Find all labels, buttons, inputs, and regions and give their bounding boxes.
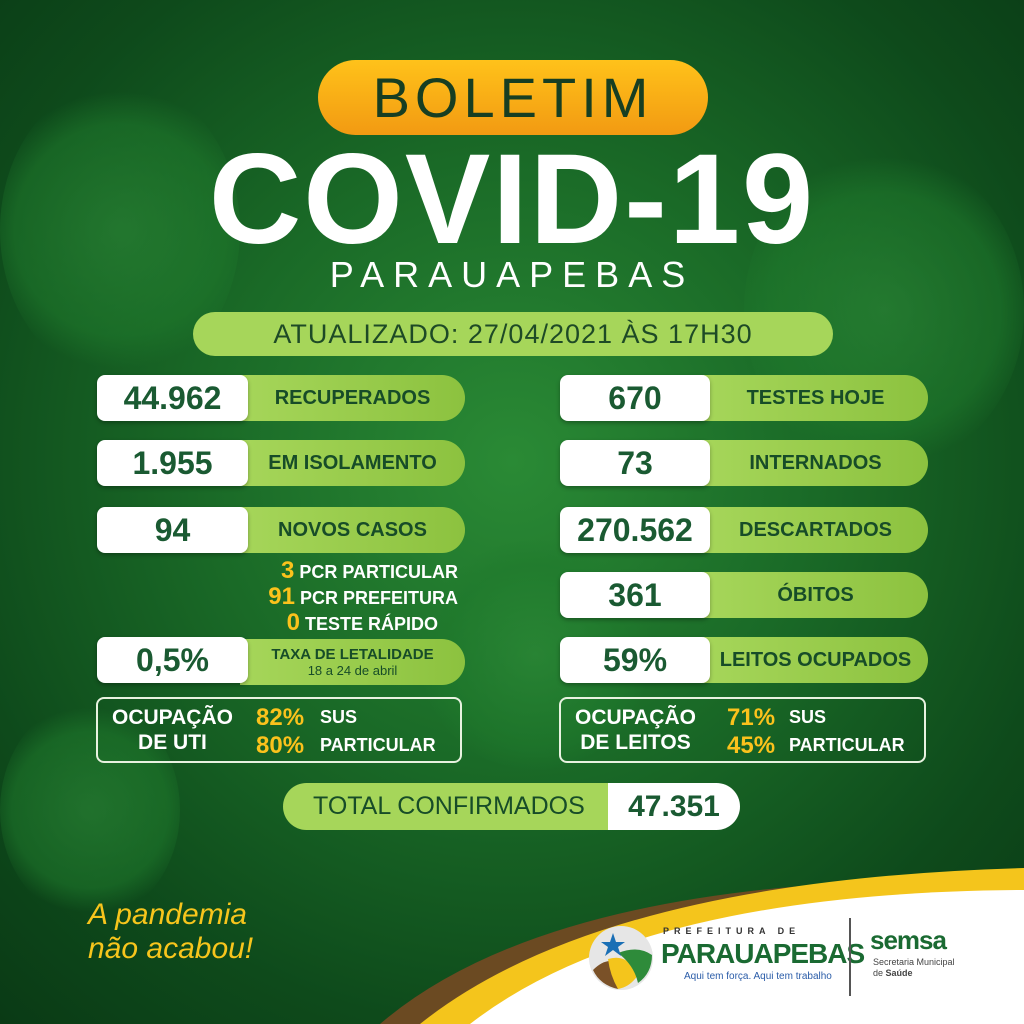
hospitalized-label: INTERNADOS — [703, 440, 928, 486]
recovered-value: 44.962 — [97, 375, 248, 421]
deaths-value: 361 — [560, 572, 710, 618]
parauapebas-logo-icon — [589, 926, 653, 990]
recovered-label: RECUPERADOS — [240, 375, 465, 421]
beds-occupancy-box: OCUPAÇÃO DE LEITOS 71% SUS 45% PARTICULAR — [559, 697, 926, 763]
isolation-value: 1.955 — [97, 440, 248, 486]
divider — [849, 918, 851, 996]
beds-occupied-value: 59% — [560, 637, 710, 683]
total-confirmed-value: 47.351 — [608, 783, 740, 830]
uti-occupancy-box: OCUPAÇÃO DE UTI 82% SUS 80% PARTICULAR — [96, 697, 462, 763]
breakdown-item: 91 PCR PREFEITURA — [268, 583, 458, 610]
lethality-label: TAXA DE LETALIDADE 18 a 24 de abril — [240, 639, 465, 685]
virus-decoration — [0, 700, 180, 920]
boletim-badge: BOLETIM — [318, 60, 708, 135]
total-confirmed-label: TOTAL CONFIRMADOS — [283, 783, 608, 830]
city-name: PARAUAPEBAS — [329, 254, 695, 295]
semsa-logo: semsa — [870, 925, 947, 955]
new-cases-value: 94 — [97, 507, 248, 553]
breakdown-item: 3 PCR PARTICULAR — [280, 557, 458, 584]
tests-today-value: 670 — [560, 375, 710, 421]
deaths-label: ÓBITOS — [703, 572, 928, 618]
hospitalized-value: 73 — [560, 440, 710, 486]
page-title: COVID-19 — [208, 128, 816, 271]
tagline: Aqui tem força. Aqui tem trabalho — [684, 971, 832, 982]
new-cases-label: NOVOS CASOS — [240, 507, 465, 553]
breakdown-item: 0 TESTE RÁPIDO — [286, 609, 438, 636]
lethality-value: 0,5% — [97, 637, 248, 683]
discarded-value: 270.562 — [560, 507, 710, 553]
footer-wave — [380, 868, 1024, 1024]
slogan: A pandemia não acabou! — [88, 898, 254, 965]
updated-bar: ATUALIZADO: 27/04/2021 ÀS 17H30 — [193, 312, 833, 356]
discarded-label: DESCARTADOS — [703, 507, 928, 553]
tests-today-label: TESTES HOJE — [703, 375, 928, 421]
parauapebas-text: PARAUAPEBAS — [661, 938, 865, 969]
beds-occupied-label: LEITOS OCUPADOS — [703, 637, 928, 683]
semsa-subtitle: Secretaria Municipal de Saúde — [873, 957, 955, 978]
isolation-label: EM ISOLAMENTO — [240, 440, 465, 486]
prefeitura-text: PREFEITURA DE — [663, 926, 801, 936]
